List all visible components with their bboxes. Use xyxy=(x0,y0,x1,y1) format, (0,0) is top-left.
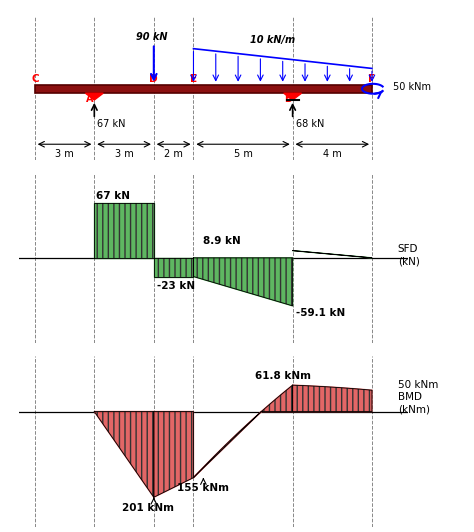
Polygon shape xyxy=(284,93,301,100)
Text: 90 kN: 90 kN xyxy=(136,31,168,41)
Polygon shape xyxy=(193,258,292,306)
Text: -59.1 kN: -59.1 kN xyxy=(296,308,345,318)
Text: 61.8 kNm: 61.8 kNm xyxy=(255,371,311,381)
Text: -23 kN: -23 kN xyxy=(157,280,195,290)
Text: 67 kN: 67 kN xyxy=(97,119,126,129)
Polygon shape xyxy=(94,203,154,258)
Text: 50 kNm: 50 kNm xyxy=(393,82,431,93)
Text: A: A xyxy=(86,94,93,104)
Text: 5 m: 5 m xyxy=(234,149,253,159)
Text: C: C xyxy=(31,74,39,84)
Text: D: D xyxy=(149,74,158,84)
Text: BMD
(kNm): BMD (kNm) xyxy=(398,392,430,414)
Text: 4 m: 4 m xyxy=(323,149,342,159)
Text: 8.9 kN: 8.9 kN xyxy=(203,236,241,246)
Polygon shape xyxy=(154,258,193,277)
Text: 10 kN/m: 10 kN/m xyxy=(250,35,295,45)
Text: 3 m: 3 m xyxy=(55,149,74,159)
Polygon shape xyxy=(292,385,372,412)
Text: 155 kNm: 155 kNm xyxy=(177,483,229,493)
Polygon shape xyxy=(193,412,261,478)
Text: 50 kNm: 50 kNm xyxy=(398,380,438,390)
Text: 67 kN: 67 kN xyxy=(96,191,130,201)
Text: B: B xyxy=(284,94,292,104)
Polygon shape xyxy=(154,412,193,497)
FancyBboxPatch shape xyxy=(35,85,372,93)
Text: 68 kN: 68 kN xyxy=(296,119,324,129)
Text: 3 m: 3 m xyxy=(115,149,134,159)
Polygon shape xyxy=(292,251,372,258)
Text: 2 m: 2 m xyxy=(164,149,183,159)
Text: 201 kNm: 201 kNm xyxy=(122,503,174,513)
Polygon shape xyxy=(85,93,103,100)
Polygon shape xyxy=(94,412,154,497)
Polygon shape xyxy=(261,385,292,412)
Text: E: E xyxy=(190,74,197,84)
Text: SFD
(kN): SFD (kN) xyxy=(398,244,419,267)
Text: F: F xyxy=(368,74,375,84)
